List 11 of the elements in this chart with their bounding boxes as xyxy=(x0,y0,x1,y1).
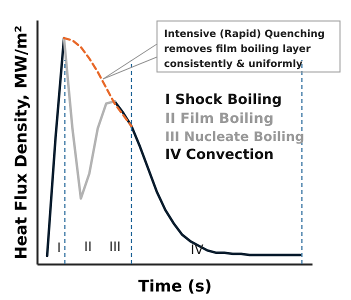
annotation: I xyxy=(57,241,61,256)
annotation: I Shock Boiling xyxy=(165,92,282,108)
annotation: III Nucleate Boiling xyxy=(165,130,304,145)
annotation: III xyxy=(109,240,121,255)
x-axis-title: Time (s) xyxy=(138,276,212,296)
annotation: Intensive (Rapid) Quenching removes film boiling layer consistently & uniformly xyxy=(164,29,325,70)
annotation: II xyxy=(84,240,92,255)
annotation: IV xyxy=(190,243,204,258)
annotation: II Film Boiling xyxy=(165,111,274,127)
y-axis-title: Heat Flux Density, MW/m² xyxy=(12,25,30,260)
annotation: IV Convection xyxy=(165,147,274,163)
